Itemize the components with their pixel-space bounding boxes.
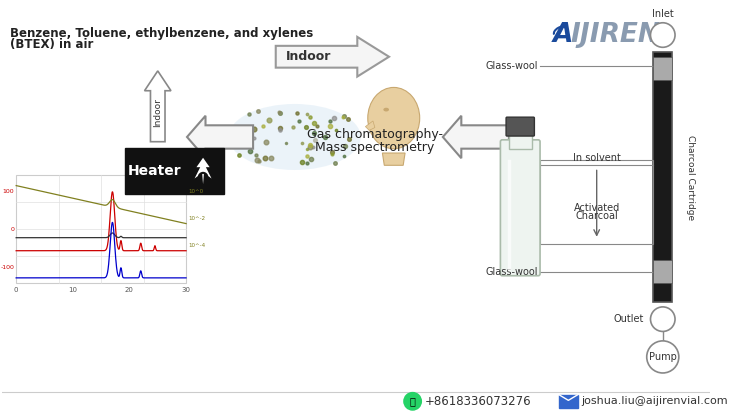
Text: 0: 0 (14, 287, 19, 293)
Text: Glass-wool: Glass-wool (486, 267, 538, 277)
Text: Charcoal Cartridge: Charcoal Cartridge (686, 134, 695, 220)
Polygon shape (194, 158, 211, 184)
Text: Mass spectrometry: Mass spectrometry (315, 141, 434, 154)
Circle shape (404, 392, 422, 411)
FancyBboxPatch shape (506, 117, 535, 136)
FancyBboxPatch shape (124, 148, 224, 194)
FancyBboxPatch shape (653, 260, 672, 284)
Text: Indoor: Indoor (286, 50, 332, 63)
FancyBboxPatch shape (653, 52, 672, 302)
FancyBboxPatch shape (559, 395, 578, 408)
FancyBboxPatch shape (653, 57, 672, 80)
Ellipse shape (229, 104, 361, 170)
Text: Heater: Heater (128, 164, 182, 178)
Text: (BTEX) in air: (BTEX) in air (10, 38, 93, 51)
Circle shape (650, 307, 675, 331)
FancyBboxPatch shape (509, 135, 532, 149)
Polygon shape (145, 71, 171, 142)
Text: Gas chromatography-: Gas chromatography- (307, 128, 442, 141)
Text: In solvent: In solvent (573, 153, 621, 163)
Text: 0: 0 (10, 226, 14, 231)
Text: joshua.liu@aijirenvial.com: joshua.liu@aijirenvial.com (581, 396, 728, 406)
Text: Benzene, Toluene, ethylbenzene, and xylenes: Benzene, Toluene, ethylbenzene, and xyle… (10, 26, 313, 39)
Polygon shape (382, 153, 405, 165)
FancyBboxPatch shape (500, 140, 540, 276)
Text: Glass-wool: Glass-wool (486, 61, 538, 71)
Polygon shape (187, 116, 253, 158)
Text: 30: 30 (182, 287, 190, 293)
Text: A: A (552, 22, 573, 48)
Text: 20: 20 (125, 287, 134, 293)
Polygon shape (365, 121, 375, 130)
Text: Outlet: Outlet (614, 314, 644, 324)
Text: Indoor: Indoor (153, 98, 162, 127)
Circle shape (646, 341, 679, 373)
Text: IJIREN: IJIREN (570, 22, 660, 48)
Text: 📞: 📞 (410, 396, 416, 406)
Text: 100: 100 (3, 189, 14, 194)
Ellipse shape (368, 87, 420, 149)
Text: Charcoal: Charcoal (575, 211, 618, 221)
Text: 10^-2: 10^-2 (188, 215, 205, 220)
Circle shape (650, 23, 675, 47)
Text: 10^0: 10^0 (188, 189, 203, 194)
Text: +8618336073276: +8618336073276 (425, 395, 532, 408)
Polygon shape (276, 37, 389, 76)
Text: -100: -100 (1, 265, 14, 270)
Text: Inlet: Inlet (652, 9, 674, 19)
Text: 10^-4: 10^-4 (188, 243, 205, 248)
Text: Pump: Pump (649, 352, 676, 362)
Text: Activated: Activated (574, 203, 620, 213)
FancyBboxPatch shape (16, 175, 186, 284)
Text: 10: 10 (68, 287, 77, 293)
Ellipse shape (383, 108, 389, 111)
Polygon shape (442, 116, 509, 158)
